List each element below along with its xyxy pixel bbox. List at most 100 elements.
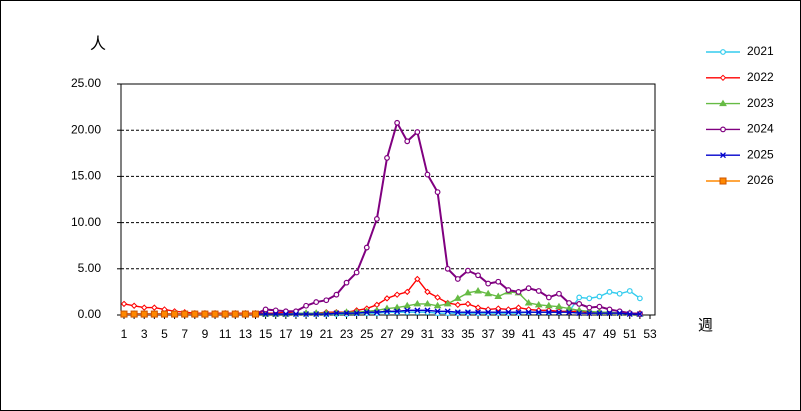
x-tick-label: 53 — [643, 327, 657, 341]
point — [454, 301, 462, 309]
point — [363, 309, 370, 316]
point — [474, 287, 482, 294]
point — [495, 278, 502, 285]
point — [343, 310, 350, 317]
point — [576, 310, 583, 317]
point — [545, 309, 552, 316]
point — [443, 299, 452, 307]
legend-label: 2025 — [747, 147, 774, 161]
y-tick-label: 5.00 — [78, 261, 102, 275]
point — [556, 309, 562, 316]
point — [424, 307, 431, 314]
point — [313, 299, 320, 305]
point — [171, 310, 179, 318]
point — [544, 301, 553, 309]
point — [434, 308, 441, 315]
x-tick-label: 33 — [441, 327, 455, 341]
x-axis-label: 週 — [698, 317, 713, 334]
point — [545, 294, 552, 301]
point — [363, 244, 370, 251]
point — [535, 309, 542, 316]
x-tick-label: 3 — [141, 327, 148, 341]
point — [272, 311, 279, 318]
point — [333, 310, 340, 317]
point — [484, 289, 493, 297]
point — [626, 311, 633, 318]
point — [231, 310, 239, 318]
point — [323, 297, 330, 304]
y-tick-label: 15.00 — [71, 169, 101, 183]
x-tick-label: 41 — [522, 327, 536, 341]
point — [616, 290, 623, 297]
point — [313, 311, 320, 318]
point — [515, 304, 522, 311]
plot-border — [120, 83, 656, 316]
point — [433, 301, 442, 309]
y-tick-label: 20.00 — [71, 122, 101, 136]
point — [596, 293, 603, 300]
point — [586, 295, 593, 302]
point — [373, 216, 380, 222]
point — [485, 309, 492, 316]
point — [534, 300, 543, 308]
point — [586, 304, 593, 311]
point — [130, 310, 138, 318]
x-tick-label: 11 — [219, 327, 232, 341]
x-tick-label: 7 — [181, 327, 188, 341]
point — [404, 288, 411, 296]
point — [403, 301, 412, 309]
x-tick-label: 51 — [623, 327, 637, 341]
point — [353, 310, 360, 317]
point — [343, 279, 350, 286]
x-tick-label: 15 — [259, 327, 273, 341]
point — [211, 310, 219, 318]
point — [606, 310, 613, 317]
point — [576, 294, 583, 301]
point — [576, 301, 583, 307]
point — [262, 306, 269, 313]
x-tick-label: 31 — [421, 327, 435, 341]
x-tick-label: 35 — [461, 327, 475, 341]
point — [464, 300, 472, 308]
point — [636, 311, 643, 318]
point — [524, 299, 533, 306]
point — [586, 310, 593, 317]
point — [221, 310, 229, 318]
point — [565, 304, 573, 312]
point — [453, 294, 462, 301]
point — [303, 302, 309, 309]
point — [464, 288, 472, 296]
point — [494, 292, 503, 300]
point — [384, 308, 390, 315]
point — [120, 310, 128, 318]
legend-label: 2026 — [747, 173, 774, 187]
point — [373, 309, 380, 316]
x-tick-label: 19 — [299, 327, 313, 341]
x-tick-label: 37 — [481, 327, 495, 341]
point — [454, 309, 461, 316]
point — [505, 309, 512, 316]
point — [404, 138, 411, 145]
x-tick-label: 21 — [320, 327, 334, 341]
point — [495, 309, 502, 316]
legend-marker — [720, 152, 726, 159]
point — [606, 289, 613, 295]
y-tick-label: 10.00 — [71, 215, 101, 229]
point — [606, 306, 613, 313]
point — [525, 309, 532, 316]
x-tick-label: 25 — [360, 327, 374, 341]
x-tick-label: 5 — [161, 327, 168, 341]
point — [393, 303, 401, 311]
point — [293, 311, 299, 318]
point — [150, 310, 158, 318]
point — [120, 300, 128, 308]
x-tick-label: 13 — [239, 327, 253, 341]
x-tick-label: 39 — [502, 327, 516, 341]
point — [485, 280, 492, 287]
point — [515, 289, 522, 295]
point — [384, 155, 390, 161]
point — [414, 129, 421, 135]
point — [393, 291, 401, 298]
point — [241, 310, 249, 318]
